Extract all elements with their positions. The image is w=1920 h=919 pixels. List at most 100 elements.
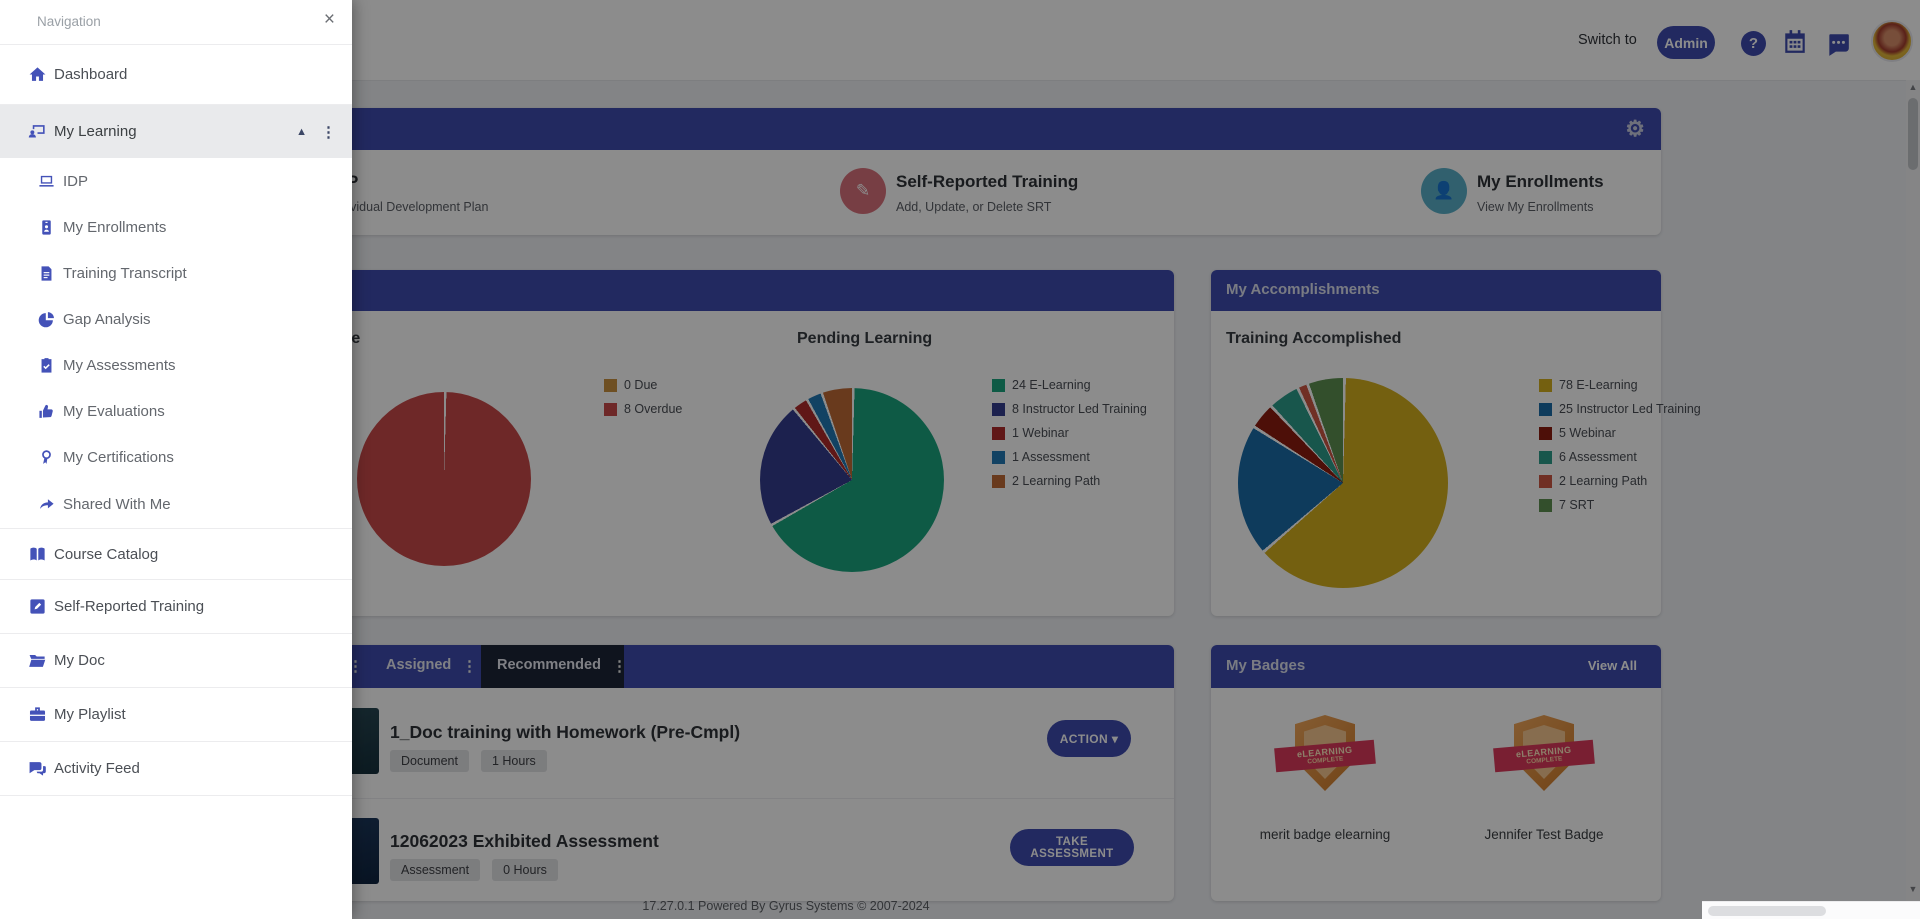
sidebar-item-gap-analysis[interactable]: Gap Analysis: [0, 296, 352, 342]
training-title[interactable]: 1_Doc training with Homework (Pre-Cmpl): [390, 722, 741, 742]
sidebar-item-my-learning[interactable]: My Learning ▲ ⋮: [0, 105, 352, 158]
legend-swatch: [1539, 426, 1552, 440]
sidebar-item-label: IDP: [63, 172, 89, 190]
accomplished-pie-chart: [1238, 378, 1448, 588]
my-learning-widget-header: ⚙: [340, 108, 1661, 150]
badge-icon[interactable]: eLEARNING COMPLETE: [1493, 713, 1595, 799]
legend-item: 24 E-Learning: [992, 377, 1147, 393]
accomplished-legend: 78 E-Learning 25 Instructor Led Training…: [1539, 377, 1701, 521]
accomplishments-header: My Accomplishments: [1211, 270, 1661, 311]
pie-icon: [38, 311, 54, 327]
sidebar-item-my-evaluations[interactable]: My Evaluations: [0, 388, 352, 434]
sidebar-item-label: My Learning: [54, 123, 137, 140]
scroll-up-arrow-icon[interactable]: ▲: [1908, 82, 1918, 92]
legend-label: 24 E-Learning: [1012, 378, 1091, 392]
sidebar-item-label: Course Catalog: [54, 545, 159, 563]
scroll-down-arrow-icon[interactable]: ▼: [1908, 884, 1918, 894]
sidebar-item-my-certifications[interactable]: My Certifications: [0, 434, 352, 480]
enrollments-quicklink-title[interactable]: My Enrollments: [1477, 172, 1604, 191]
chevron-up-icon[interactable]: ▲: [296, 125, 307, 138]
sidebar-item-label: Self-Reported Training: [54, 598, 205, 615]
action-button[interactable]: ACTION ▾: [1047, 720, 1131, 757]
sidebar-item-course-catalog[interactable]: Course Catalog: [0, 529, 352, 580]
legend-swatch: [604, 378, 617, 392]
sidebar-item-my-playlist[interactable]: My Playlist: [0, 688, 352, 742]
take-assessment-button[interactable]: TAKE ASSESSMENT: [1010, 829, 1134, 866]
legend-label: 6 Assessment: [1559, 450, 1637, 464]
training-title[interactable]: 12062023 Exhibited Assessment: [390, 831, 659, 851]
sidebar-item-my-assessments[interactable]: My Assessments: [0, 342, 352, 388]
hours-tag: 1 Hours: [480, 750, 547, 772]
horizontal-scrollbar[interactable]: [1702, 901, 1920, 919]
admin-switch-button[interactable]: Admin: [1657, 26, 1715, 59]
chat-icon: [29, 762, 46, 776]
legend-label: 1 Assessment: [1012, 450, 1090, 464]
tab-assigned[interactable]: Assigned: [386, 657, 452, 673]
document-icon: [41, 265, 52, 281]
due-pie-chart: [357, 392, 531, 566]
learning-status-card: Due 0 Due 8 Overdue Pending Learning 24 …: [330, 270, 1174, 616]
close-icon[interactable]: ×: [323, 9, 335, 30]
view-all-link[interactable]: View All: [1587, 658, 1637, 673]
sidebar-item-idp[interactable]: IDP: [0, 158, 352, 204]
legend-label: 5 Webinar: [1559, 426, 1616, 440]
row-divider: [340, 798, 1174, 799]
assigned-tab-menu-icon[interactable]: ⋮: [462, 658, 477, 675]
training-tags: Assessment 0 Hours: [390, 859, 558, 881]
calendar-icon[interactable]: [1782, 29, 1808, 55]
legend-item: 0 Due: [604, 377, 682, 393]
sidebar-item-label: Dashboard: [54, 66, 128, 83]
laptop-icon: [39, 175, 54, 187]
srt-quicklink-title[interactable]: Self-Reported Training: [896, 172, 1079, 191]
legend-label: 2 Learning Path: [1559, 474, 1648, 488]
badge-icon[interactable]: eLEARNING COMPLETE: [1274, 713, 1376, 799]
sidebar-item-self-reported-training[interactable]: Self-Reported Training: [0, 580, 352, 634]
pending-legend: 24 E-Learning 8 Instructor Led Training …: [992, 377, 1147, 497]
briefcase-icon: [29, 707, 46, 721]
legend-swatch: [992, 378, 1005, 392]
recommended-tab-menu-icon[interactable]: ⋮: [612, 658, 627, 675]
user-avatar[interactable]: [1871, 20, 1913, 62]
sidebar-item-label: My Evaluations: [63, 402, 165, 420]
type-tag: Assessment: [390, 859, 481, 881]
vertical-scrollbar-thumb[interactable]: [1908, 98, 1918, 170]
srt-quicklink-subtitle: Add, Update, or Delete SRT: [896, 200, 1052, 214]
legend-swatch: [604, 402, 617, 416]
legend-swatch: [992, 426, 1005, 440]
type-tag: Document: [390, 750, 469, 772]
sidebar-item-dashboard[interactable]: Dashboard: [0, 45, 352, 105]
sidebar-item-activity-feed[interactable]: Activity Feed: [0, 742, 352, 796]
id-card-icon: [42, 219, 51, 235]
sidebar-item-my-enrollments[interactable]: My Enrollments: [0, 204, 352, 250]
legend-label: 2 Learning Path: [1012, 474, 1101, 488]
tab-recommended[interactable]: Recommended: [497, 657, 601, 673]
legend-label: 0 Due: [624, 378, 658, 392]
training-accomplished-title: Training Accomplished: [1226, 330, 1402, 347]
help-icon[interactable]: ?: [1741, 31, 1766, 56]
training-tags: Document 1 Hours: [390, 750, 547, 772]
srt-quicklink-icon[interactable]: ✎: [840, 168, 886, 214]
switch-to-label: Switch to: [1578, 32, 1637, 48]
vertical-scrollbar[interactable]: [1906, 80, 1920, 901]
sidebar-item-my-doc[interactable]: My Doc: [0, 634, 352, 688]
legend-swatch: [1539, 450, 1552, 464]
gear-icon[interactable]: ⚙: [1625, 116, 1645, 141]
kebab-menu-icon[interactable]: ⋮: [321, 123, 336, 141]
sidebar-item-label: My Playlist: [54, 706, 126, 723]
thumbs-up-icon: [39, 404, 53, 418]
navigation-drawer: Navigation × Dashboard My Learning ▲ ⋮ I…: [0, 0, 352, 919]
legend-swatch: [992, 474, 1005, 488]
legend-swatch: [1539, 498, 1552, 512]
tab-recommended-active[interactable]: Recommended ⋮: [481, 645, 627, 688]
sidebar-item-training-transcript[interactable]: Training Transcript: [0, 250, 352, 296]
badges-card: My Badges View All eLEARNING COMPLETE me…: [1211, 645, 1661, 901]
sidebar-item-shared-with-me[interactable]: Shared With Me: [0, 480, 352, 529]
learning-status-header: [340, 270, 1174, 311]
horizontal-scrollbar-thumb[interactable]: [1708, 906, 1826, 916]
enrollments-quicklink-icon[interactable]: 👤: [1421, 168, 1467, 214]
legend-label: 25 Instructor Led Training: [1559, 402, 1701, 416]
chat-icon-header[interactable]: [1824, 31, 1852, 57]
legend-item: 6 Assessment: [1539, 449, 1701, 465]
legend-item: 2 Learning Path: [992, 473, 1147, 489]
